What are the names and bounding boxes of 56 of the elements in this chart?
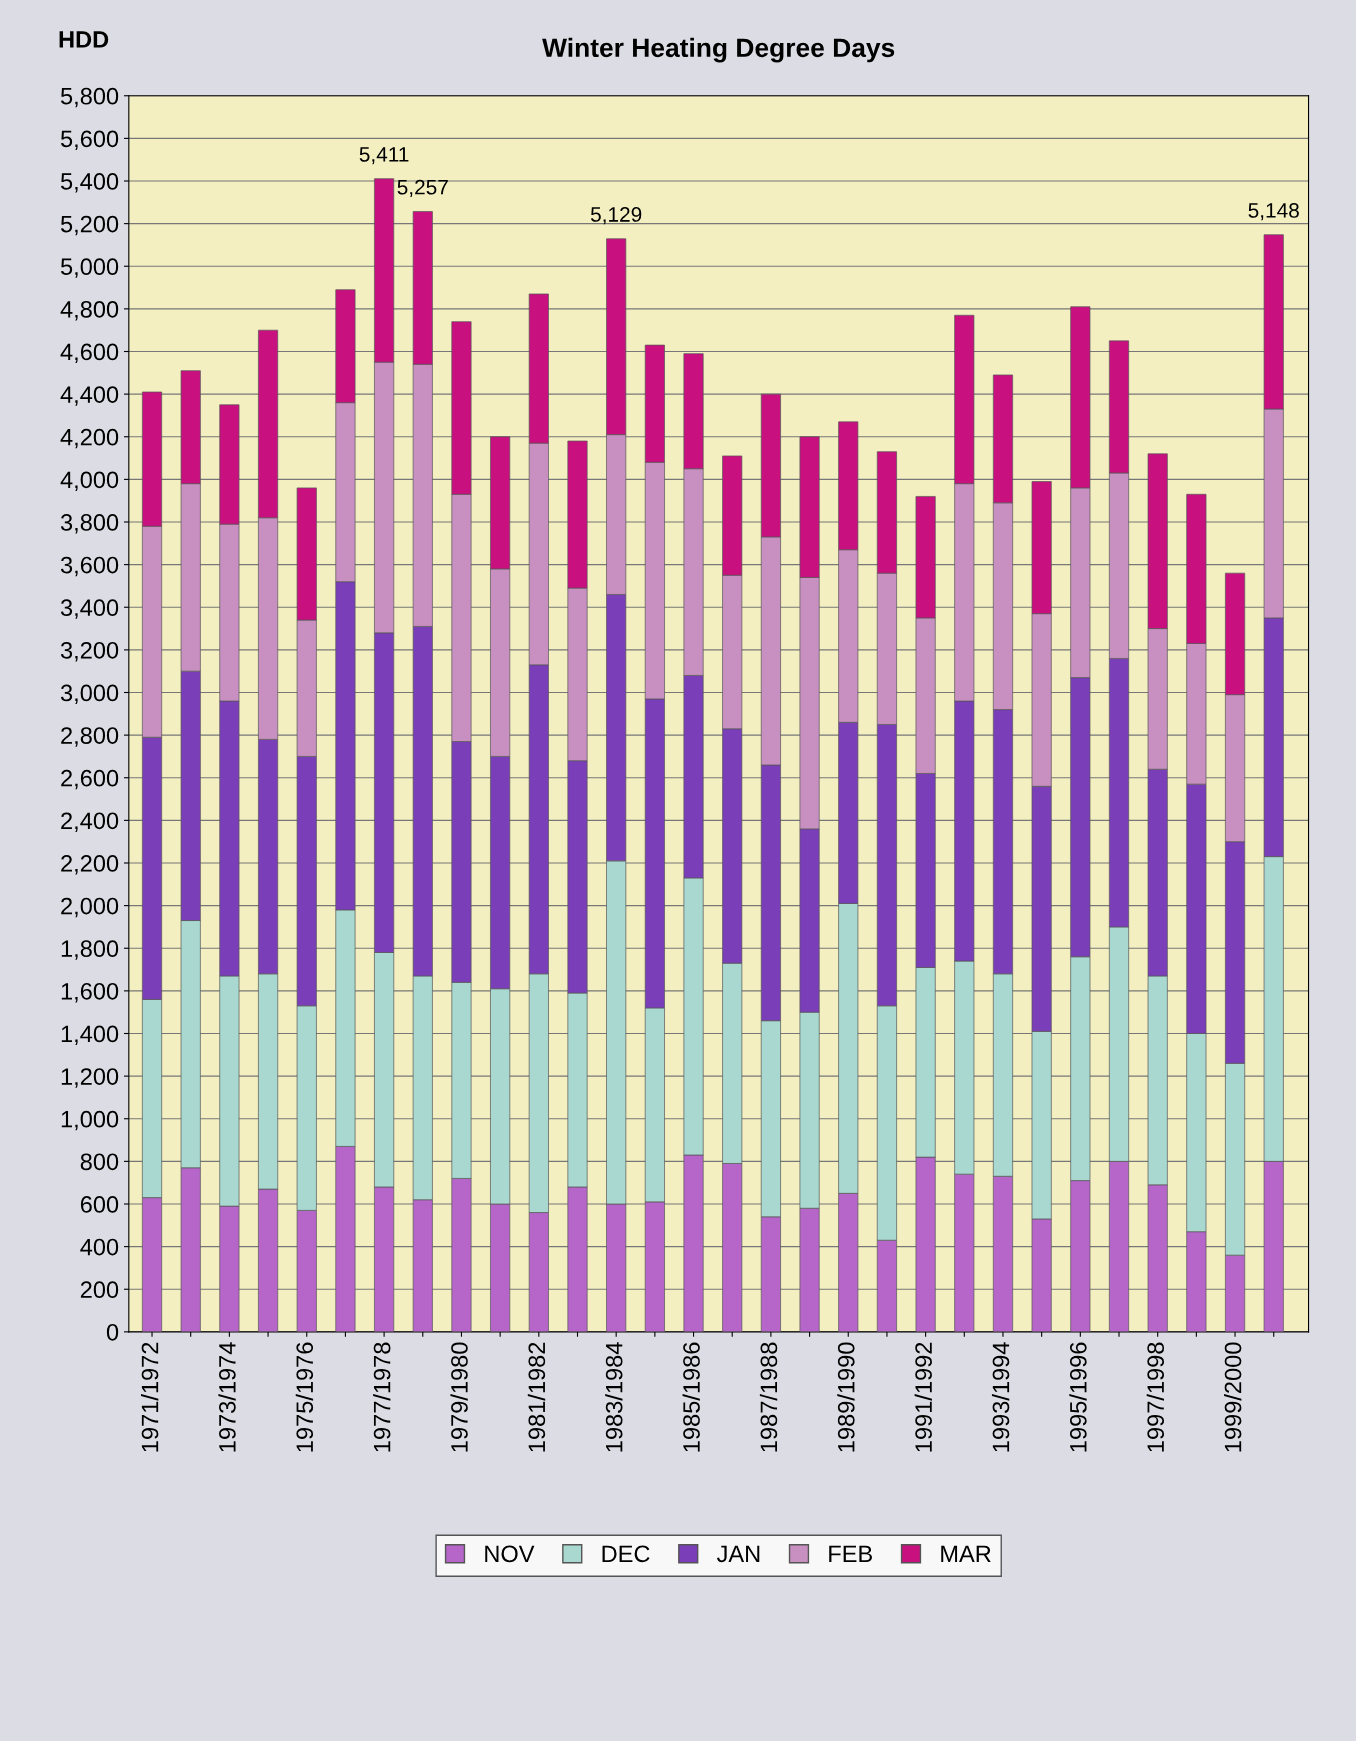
y-tick-label: 5,200 <box>60 215 119 236</box>
total-label: 5,411 <box>359 147 409 165</box>
x-tick-label: 1979/1980 <box>450 1342 468 1452</box>
y-tick-label: 3,200 <box>60 641 119 662</box>
y-tick-label: 2,000 <box>61 897 119 918</box>
y-tick-label: 1,200 <box>61 1068 119 1088</box>
x-tick-label: 1983/1984 <box>605 1342 623 1452</box>
y-tick-label: 2,600 <box>61 769 119 790</box>
legend-label: FEB <box>829 1545 872 1562</box>
x-tick-label: 1971/1972 <box>141 1342 159 1452</box>
y-tick-label: 200 <box>80 1281 119 1299</box>
x-tick-label: 1991/1992 <box>914 1342 932 1452</box>
y-tick-label: 4,600 <box>60 343 119 364</box>
x-tick-label: 1981/1982 <box>527 1342 546 1452</box>
x-tick-label: 1997/1998 <box>1146 1342 1165 1452</box>
legend-label: JAN <box>716 1545 760 1563</box>
y-tick-label: 800 <box>80 1153 119 1171</box>
x-tick-label: 1993/1994 <box>991 1342 1010 1452</box>
y-tick-label: 5,000 <box>60 258 119 278</box>
y-tick-label: 400 <box>80 1238 119 1256</box>
y-tick-label: 5,400 <box>60 173 119 193</box>
x-tick-label: 1973/1974 <box>218 1342 236 1452</box>
y-tick-label: 3,800 <box>60 514 119 534</box>
y-tick-label: 1,600 <box>61 982 119 1003</box>
y-tick-label: 5,600 <box>60 130 119 150</box>
y-tick-label: 1,800 <box>61 940 119 960</box>
y-tick-label: 2,200 <box>61 855 119 875</box>
y-tick-label: 1,400 <box>61 1025 119 1046</box>
x-tick-label: 1985/1986 <box>682 1342 700 1452</box>
legend-label: NOV <box>485 1545 535 1563</box>
y-axis-title: HDD <box>59 31 109 48</box>
y-tick-label: 1,000 <box>61 1110 119 1131</box>
y-tick-label: 0 <box>106 1323 119 1341</box>
y-tick-label: 3,400 <box>60 599 119 619</box>
x-tick-label: 1995/1996 <box>1069 1342 1087 1452</box>
x-tick-label: 1999/2000 <box>1224 1342 1242 1452</box>
y-tick-label: 5,800 <box>60 87 119 108</box>
x-tick-label: 1989/1990 <box>837 1342 855 1452</box>
y-tick-label: 3,600 <box>60 556 119 577</box>
x-tick-label: 1987/1988 <box>759 1342 778 1452</box>
y-tick-label: 2,800 <box>61 727 119 747</box>
y-tick-label: 3,000 <box>60 684 119 705</box>
total-label: 5,129 <box>590 207 642 225</box>
y-tick-label: 600 <box>80 1196 119 1213</box>
legend-label: MAR <box>941 1545 991 1562</box>
y-tick-label: 4,800 <box>60 300 119 321</box>
total-label: 5,148 <box>1248 203 1299 221</box>
y-tick-label: 2,400 <box>61 812 119 832</box>
x-tick-label: 1977/1978 <box>373 1342 391 1452</box>
total-label: 5,257 <box>397 179 448 198</box>
y-tick-label: 4,000 <box>60 471 119 491</box>
legend-label: DEC <box>602 1545 650 1563</box>
x-tick-label: 1975/1976 <box>295 1342 314 1452</box>
y-tick-label: 4,200 <box>60 428 119 449</box>
chart-title: Winter Heating Degree Days <box>542 37 895 63</box>
y-tick-label: 4,400 <box>60 386 119 406</box>
